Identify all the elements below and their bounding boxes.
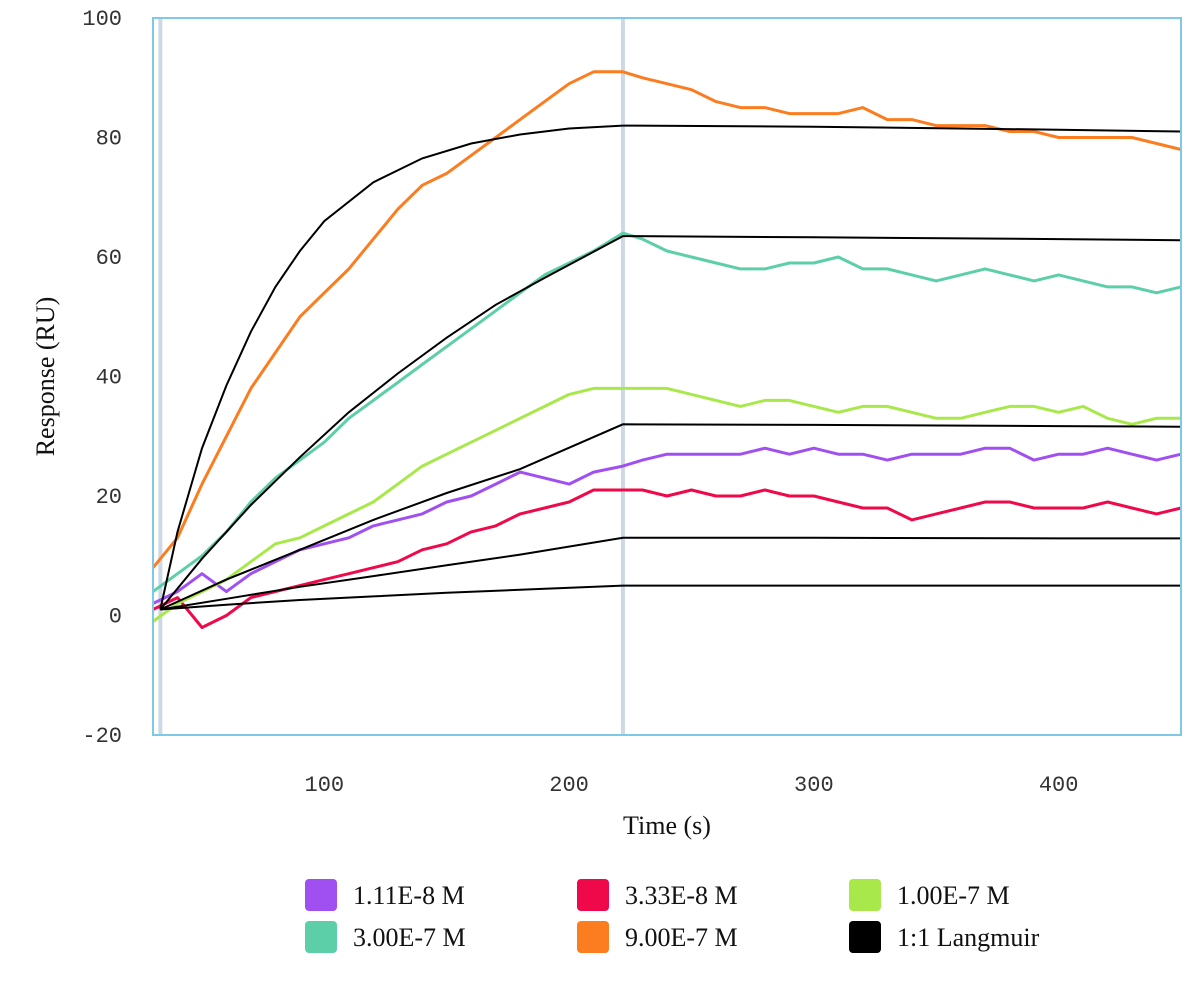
y-tick-label: 40 [96, 366, 122, 391]
y-tick-label: -20 [82, 724, 122, 749]
y-tick-label: 20 [96, 485, 122, 510]
legend: 1.11E-8 M 3.33E-8 M 1.00E-7 M 3.00E-7 M 9.00… [305, 879, 1040, 953]
legend-swatch [305, 921, 337, 953]
legend-swatch [305, 879, 337, 911]
legend-item-1-00e-7-m: 1.00E-7 M [849, 879, 1010, 911]
legend-label: 3.33E-8 M [625, 881, 738, 910]
legend-item-3-33e-8-m: 3.33E-8 M [577, 879, 738, 911]
y-axis-title: Response (RU) [31, 297, 60, 457]
legend-item-9-00e-7-m: 9.00E-7 M [577, 921, 738, 953]
fit-curve-1 [160, 536, 1181, 611]
fit-curves [159, 124, 1182, 611]
series-line-3-33e-8-m [152, 488, 1182, 629]
legend-label: 9.00E-7 M [625, 923, 738, 952]
y-tick-label: 60 [96, 246, 122, 271]
x-tick-label: 300 [794, 773, 834, 798]
legend-swatch [577, 921, 609, 953]
legend-item-1-1-langmuir: 1:1 Langmuir [849, 921, 1040, 953]
x-tick-label: 100 [305, 773, 345, 798]
y-tick-label: 80 [96, 127, 122, 152]
legend-item-1-11e-8-m: 1.11E-8 M [305, 879, 465, 911]
legend-swatch [849, 921, 881, 953]
legend-swatch [849, 879, 881, 911]
y-tick-labels: -20 0 20 40 60 80 100 [82, 7, 122, 749]
legend-label: 3.00E-7 M [353, 923, 466, 952]
fit-curve-4 [159, 124, 1182, 610]
x-tick-label: 400 [1039, 773, 1079, 798]
series-line-1-00e-7-m [152, 386, 1181, 623]
fit-curve-2 [159, 423, 1182, 611]
legend-item-3-00e-7-m: 3.00E-7 M [305, 921, 466, 953]
legend-label: 1.11E-8 M [353, 881, 465, 910]
data-series [151, 70, 1182, 629]
plot-frame [152, 17, 1182, 736]
fit-curve-0 [160, 584, 1181, 611]
series-line-9-00e-7-m [151, 70, 1182, 569]
x-tick-labels: 100 200 300 400 [305, 773, 1079, 798]
y-tick-label: 100 [82, 7, 122, 32]
series-line-1-11e-8-m [152, 446, 1182, 605]
x-tick-label: 200 [549, 773, 589, 798]
legend-label: 1:1 Langmuir [897, 923, 1040, 952]
x-axis-title: Time (s) [623, 811, 711, 840]
y-tick-label: 0 [109, 605, 122, 630]
fit-curve-3 [159, 235, 1182, 611]
legend-swatch [577, 879, 609, 911]
series-line-3-00e-7-m [152, 231, 1182, 593]
legend-label: 1.00E-7 M [897, 881, 1010, 910]
